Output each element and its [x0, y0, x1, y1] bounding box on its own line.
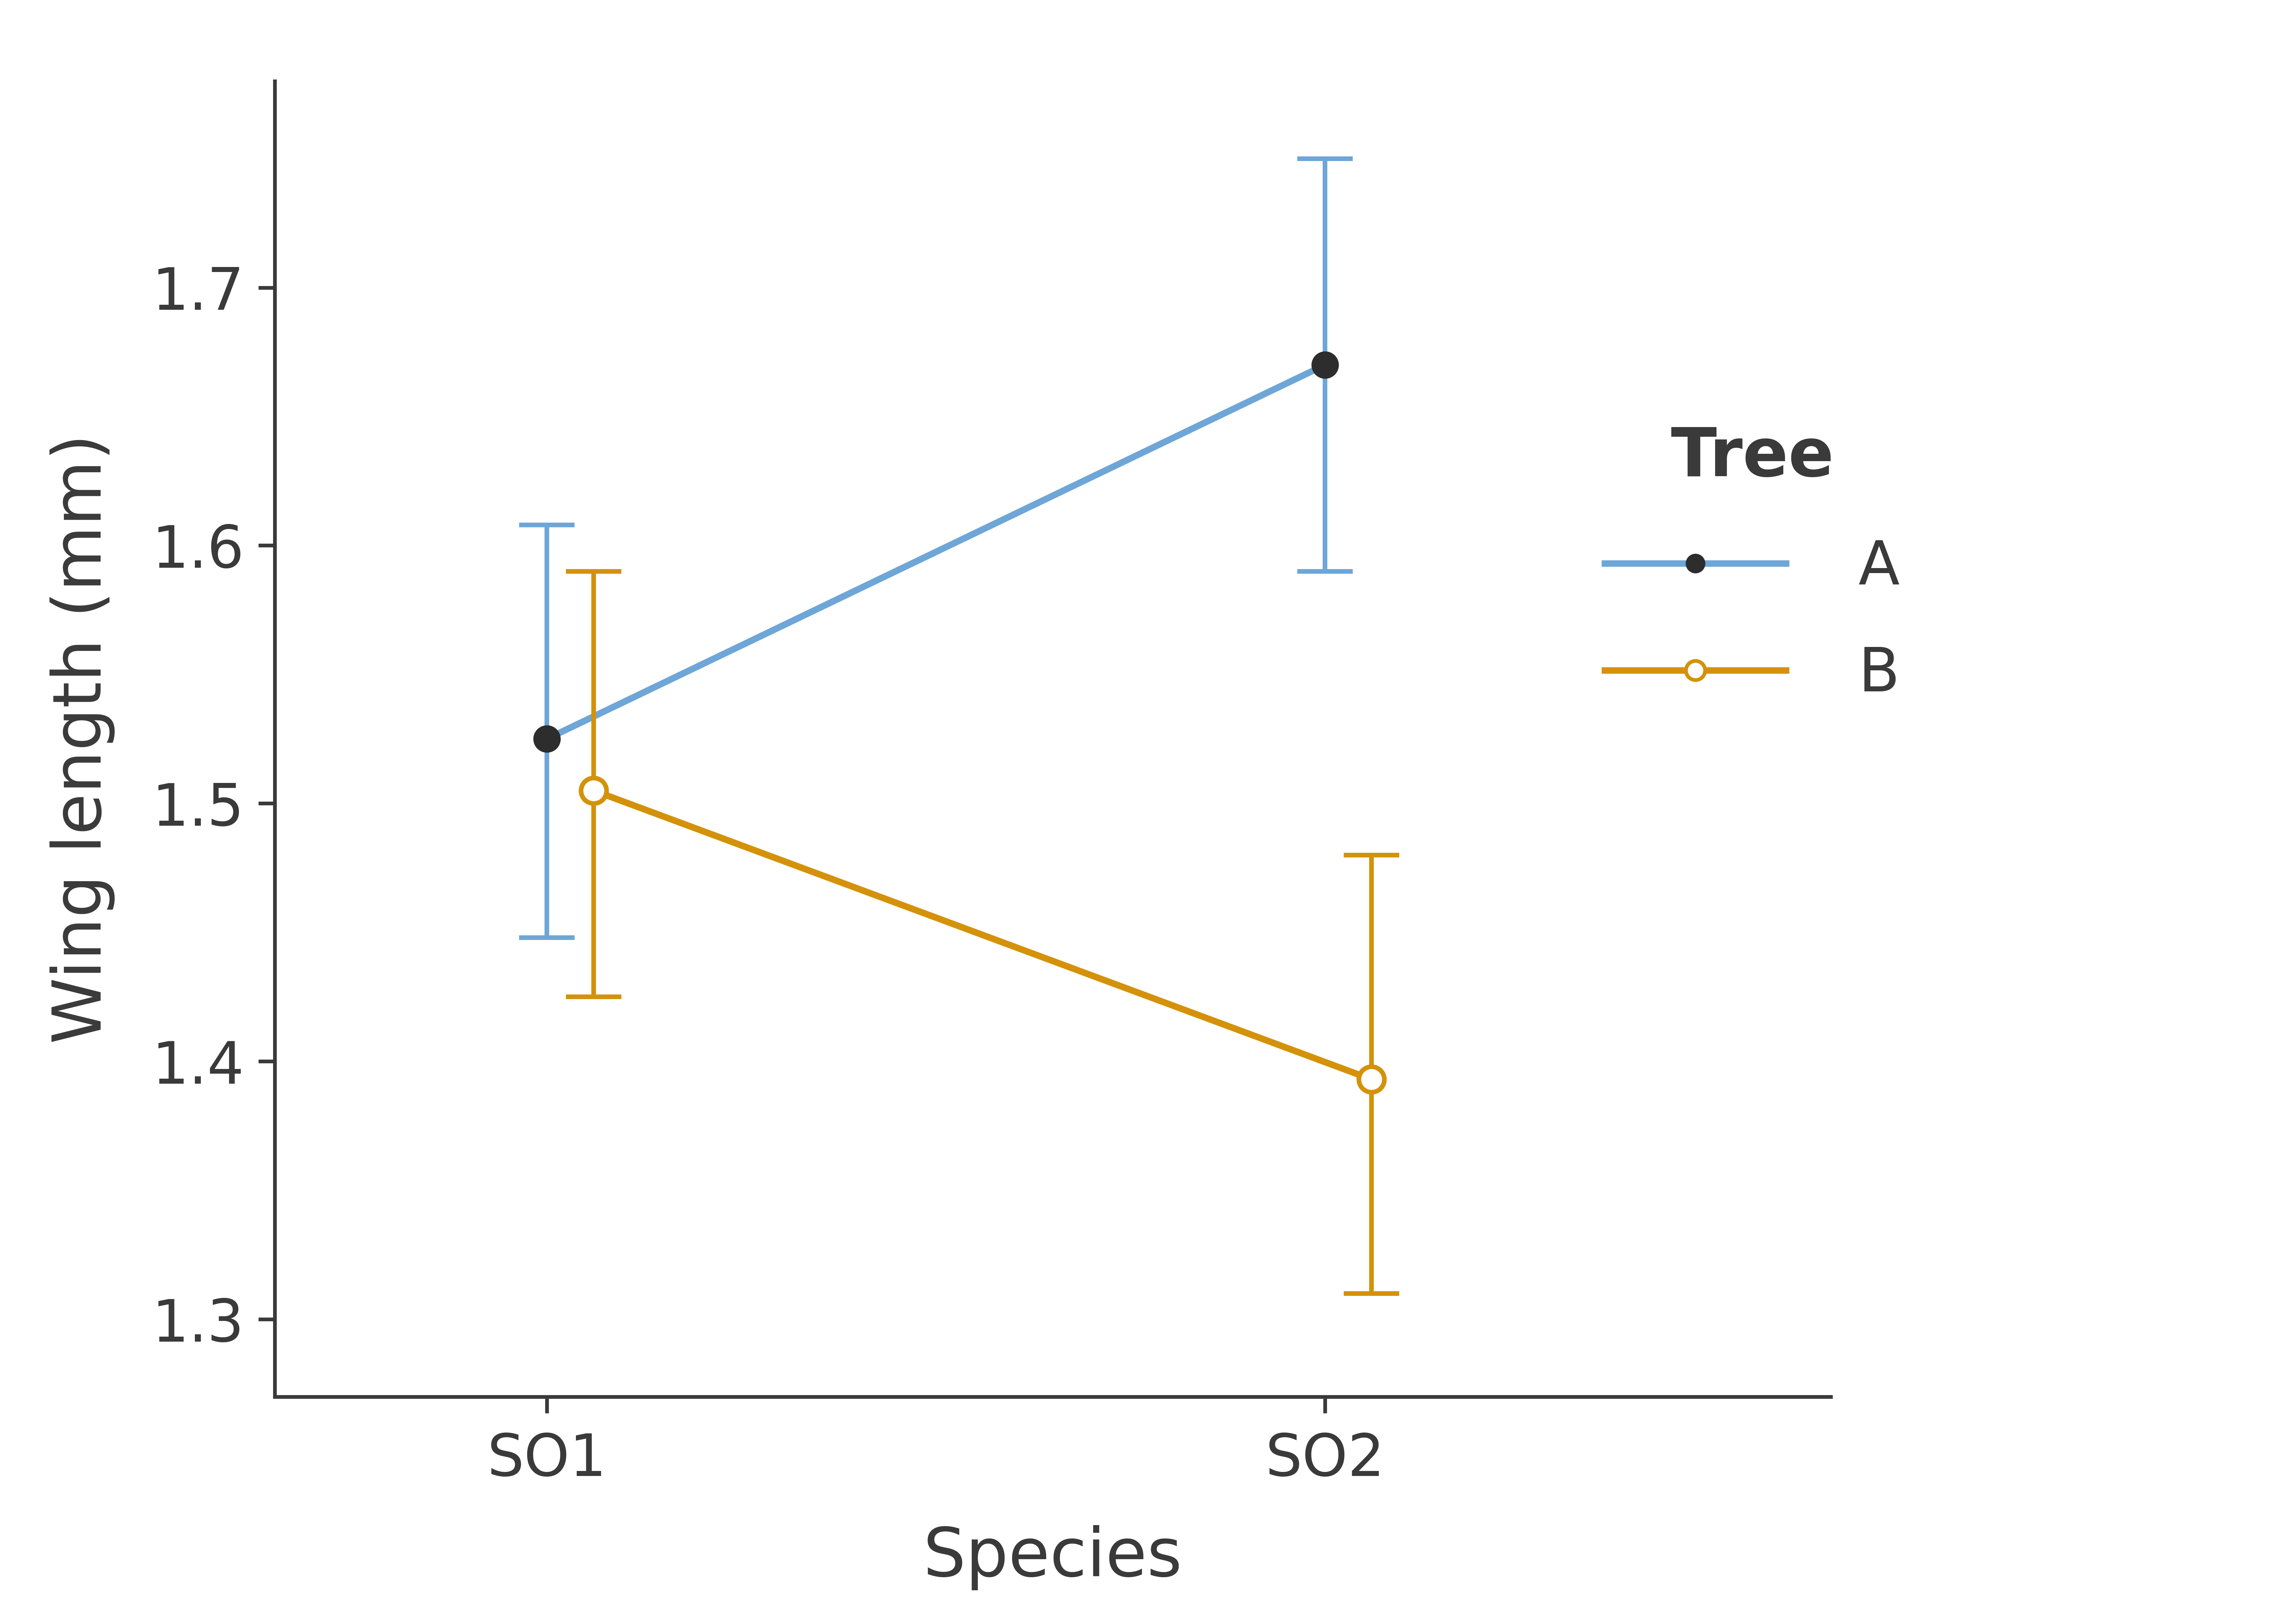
X-axis label: Species: Species [922, 1525, 1183, 1590]
Y-axis label: Wing length (mm): Wing length (mm) [50, 434, 114, 1044]
Legend: A, B: A, B [1581, 401, 1924, 728]
